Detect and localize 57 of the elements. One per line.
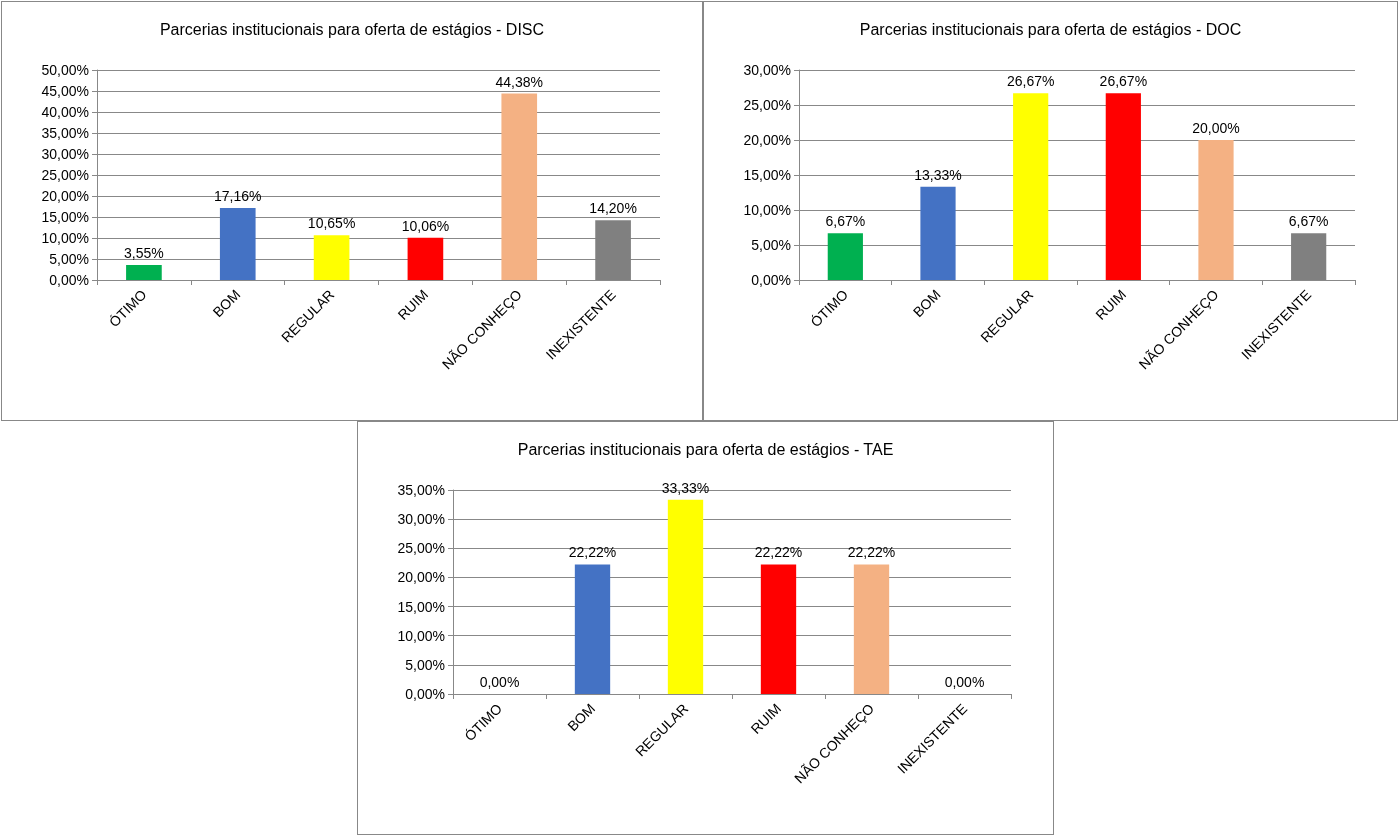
y-tick-label: 35,00%	[41, 125, 89, 141]
data-label: 3,55%	[124, 245, 164, 262]
y-tick-label: 10,00%	[743, 202, 791, 218]
data-label: 44,38%	[495, 73, 543, 90]
data-label: 10,06%	[401, 217, 450, 234]
chart-title: Parcerias institucionais para oferta de estágios - TAE	[517, 440, 894, 458]
bar	[126, 265, 162, 280]
chart-title: Parcerias institucionais para oferta de estágios - DISC	[159, 20, 545, 38]
y-tick-label: 5,00%	[751, 237, 791, 253]
y-tick-label: 25,00%	[41, 167, 89, 183]
data-label: 13,33%	[914, 166, 962, 183]
y-tick-label: 30,00%	[41, 146, 89, 162]
y-tick-label: 20,00%	[41, 188, 89, 204]
y-tick-label: 20,00%	[743, 132, 791, 148]
bar	[219, 207, 256, 280]
data-label: 22,22%	[754, 544, 803, 561]
data-label: 0,00%	[479, 674, 520, 690]
y-tick-label: 30,00%	[743, 62, 791, 78]
y-tick-label: 0,00%	[405, 686, 445, 702]
y-tick-label: 20,00%	[397, 569, 445, 586]
y-tick-label: 5,00%	[49, 251, 89, 267]
chart-title: Parcerias institucionais para oferta de estágios - DOC	[859, 20, 1242, 38]
y-tick-label: 5,00%	[405, 656, 445, 673]
data-label: 0,00%	[944, 674, 985, 690]
y-tick-label: 40,00%	[41, 104, 89, 120]
y-tick-label: 15,00%	[41, 209, 89, 225]
y-tick-label: 15,00%	[743, 167, 791, 183]
y-tick-label: 45,00%	[41, 83, 89, 99]
y-tick-label: 10,00%	[397, 627, 445, 644]
bar	[313, 235, 350, 280]
bar	[1198, 140, 1234, 280]
y-tick-label: 10,00%	[41, 230, 89, 246]
data-label: 14,20%	[589, 200, 637, 217]
y-tick-label: 25,00%	[397, 540, 445, 557]
data-label: 26,67%	[1006, 73, 1055, 90]
data-label: 10,65%	[307, 215, 356, 232]
y-tick-label: 50,00%	[41, 62, 89, 78]
data-label: 22,22%	[847, 544, 896, 561]
bar	[1105, 93, 1141, 280]
data-label: 6,67%	[825, 213, 866, 230]
data-label: 26,67%	[1099, 73, 1148, 90]
bar	[827, 233, 863, 280]
data-label: 20,00%	[1192, 120, 1240, 136]
y-tick-label: 35,00%	[397, 482, 445, 498]
bar	[407, 237, 444, 280]
bar	[920, 186, 956, 280]
bar	[501, 93, 538, 280]
bar	[1013, 93, 1049, 280]
data-label: 17,16%	[214, 187, 262, 204]
y-tick-label: 30,00%	[397, 511, 445, 528]
data-label: 22,22%	[568, 544, 617, 561]
data-label: 33,33%	[661, 479, 710, 496]
y-tick-label: 0,00%	[49, 272, 89, 288]
data-label: 6,67%	[1288, 213, 1329, 230]
y-tick-label: 15,00%	[397, 598, 445, 615]
y-tick-label: 0,00%	[751, 272, 791, 288]
y-tick-label: 25,00%	[743, 97, 791, 113]
